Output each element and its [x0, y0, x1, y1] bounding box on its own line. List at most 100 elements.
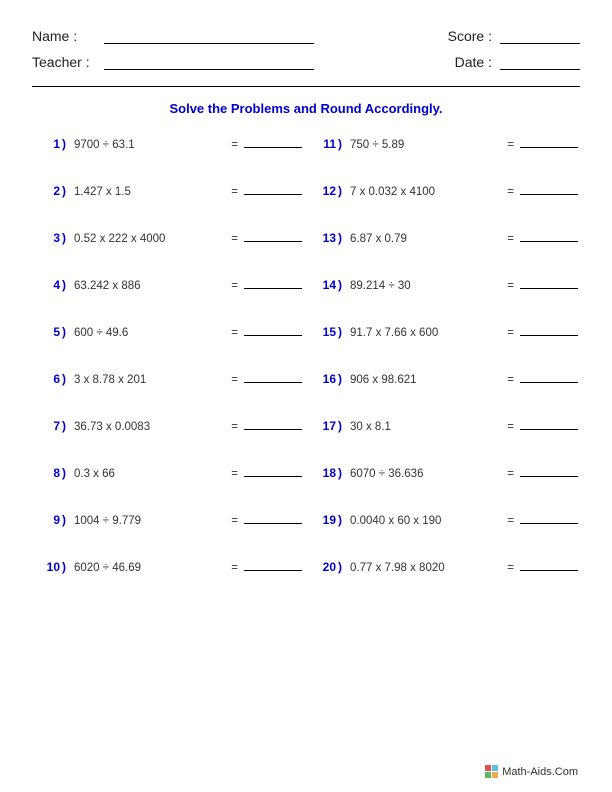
problem-number: 11	[310, 137, 338, 151]
problem-11: 11) 750 ÷ 5.89 =	[310, 136, 578, 151]
problem-expression: 7 x 0.032 x 4100	[350, 186, 503, 198]
equals-sign: =	[507, 139, 514, 151]
problem-paren: )	[62, 137, 66, 151]
equals-sign: =	[231, 468, 238, 480]
problem-expression: 6070 ÷ 36.636	[350, 468, 503, 480]
teacher-input-line[interactable]	[104, 56, 314, 70]
problem-expression: 750 ÷ 5.89	[350, 139, 503, 151]
problem-5: 5)600 ÷ 49.6=	[34, 324, 302, 339]
problem-paren: )	[62, 560, 66, 574]
equals-sign: =	[231, 139, 238, 151]
answer-blank[interactable]	[520, 136, 578, 148]
answer-blank[interactable]	[520, 512, 578, 524]
problem-paren: )	[62, 278, 66, 292]
equals-sign: =	[507, 515, 514, 527]
header-right-column: Score : Date :	[444, 28, 580, 70]
problem-number: 16	[310, 372, 338, 386]
problem-number: 13	[310, 231, 338, 245]
problem-expression: 9700 ÷ 63.1	[74, 139, 227, 151]
teacher-row: Teacher :	[32, 54, 314, 70]
name-label: Name :	[32, 28, 96, 44]
answer-blank[interactable]	[244, 512, 302, 524]
problem-paren: )	[62, 372, 66, 386]
problem-10: 10)6020 ÷ 46.69=	[34, 559, 302, 574]
problem-7: 7)36.73 x 0.0083=	[34, 418, 302, 433]
problem-paren: )	[338, 513, 342, 527]
problem-number: 14	[310, 278, 338, 292]
problem-expression: 89.214 ÷ 30	[350, 280, 503, 292]
answer-blank[interactable]	[520, 183, 578, 195]
equals-sign: =	[231, 562, 238, 574]
equals-sign: =	[231, 515, 238, 527]
equals-sign: =	[507, 280, 514, 292]
problem-paren: )	[338, 419, 342, 433]
answer-blank[interactable]	[244, 136, 302, 148]
answer-blank[interactable]	[244, 230, 302, 242]
header-rule	[32, 86, 580, 87]
problem-expression: 36.73 x 0.0083	[74, 421, 227, 433]
problem-paren: )	[62, 184, 66, 198]
problem-number: 20	[310, 560, 338, 574]
footer-logo-icon	[485, 765, 498, 778]
problem-expression: 63.242 x 886	[74, 280, 227, 292]
problem-number: 12	[310, 184, 338, 198]
problem-number: 5	[34, 325, 62, 339]
problem-expression: 0.77 x 7.98 x 8020	[350, 562, 503, 574]
problem-number: 17	[310, 419, 338, 433]
header-left-column: Name : Teacher :	[32, 28, 314, 70]
equals-sign: =	[507, 562, 514, 574]
problem-expression: 6.87 x 0.79	[350, 233, 503, 245]
problem-number: 1	[34, 137, 62, 151]
answer-blank[interactable]	[520, 418, 578, 430]
problem-number: 2	[34, 184, 62, 198]
equals-sign: =	[507, 374, 514, 386]
score-label: Score :	[444, 28, 492, 44]
problem-4: 4)63.242 x 886=	[34, 277, 302, 292]
problem-number: 6	[34, 372, 62, 386]
problem-paren: )	[338, 325, 342, 339]
answer-blank[interactable]	[244, 418, 302, 430]
problem-18: 18)6070 ÷ 36.636=	[310, 465, 578, 480]
problem-paren: )	[338, 372, 342, 386]
footer: Math-Aids.Com	[485, 765, 578, 778]
answer-blank[interactable]	[520, 559, 578, 571]
problem-number: 19	[310, 513, 338, 527]
problem-expression: 6020 ÷ 46.69	[74, 562, 227, 574]
answer-blank[interactable]	[520, 277, 578, 289]
problem-paren: )	[338, 278, 342, 292]
problem-14: 14) 89.214 ÷ 30 =	[310, 277, 578, 292]
problem-paren: )	[62, 231, 66, 245]
equals-sign: =	[231, 327, 238, 339]
answer-blank[interactable]	[244, 465, 302, 477]
problem-expression: 906 x 98.621	[350, 374, 503, 386]
problem-paren: )	[338, 137, 342, 151]
score-input-line[interactable]	[500, 30, 580, 44]
date-row: Date :	[444, 54, 580, 70]
answer-blank[interactable]	[244, 183, 302, 195]
equals-sign: =	[507, 468, 514, 480]
date-input-line[interactable]	[500, 56, 580, 70]
problem-19: 19)0.0040 x 60 x 190=	[310, 512, 578, 527]
problem-number: 9	[34, 513, 62, 527]
problem-9: 9)1004 ÷ 9.779=	[34, 512, 302, 527]
name-row: Name :	[32, 28, 314, 44]
problem-expression: 600 ÷ 49.6	[74, 327, 227, 339]
problem-15: 15)91.7 x 7.66 x 600=	[310, 324, 578, 339]
answer-blank[interactable]	[520, 230, 578, 242]
problem-2: 2)1.427 x 1.5=	[34, 183, 302, 198]
problem-12: 12)7 x 0.032 x 4100=	[310, 183, 578, 198]
answer-blank[interactable]	[520, 324, 578, 336]
equals-sign: =	[507, 233, 514, 245]
answer-blank[interactable]	[244, 324, 302, 336]
answer-blank[interactable]	[244, 371, 302, 383]
answer-blank[interactable]	[244, 559, 302, 571]
answer-blank[interactable]	[244, 277, 302, 289]
problem-number: 18	[310, 466, 338, 480]
problem-number: 7	[34, 419, 62, 433]
name-input-line[interactable]	[104, 30, 314, 44]
answer-blank[interactable]	[520, 465, 578, 477]
answer-blank[interactable]	[520, 371, 578, 383]
equals-sign: =	[507, 421, 514, 433]
problem-number: 8	[34, 466, 62, 480]
footer-text: Math-Aids.Com	[502, 766, 578, 778]
